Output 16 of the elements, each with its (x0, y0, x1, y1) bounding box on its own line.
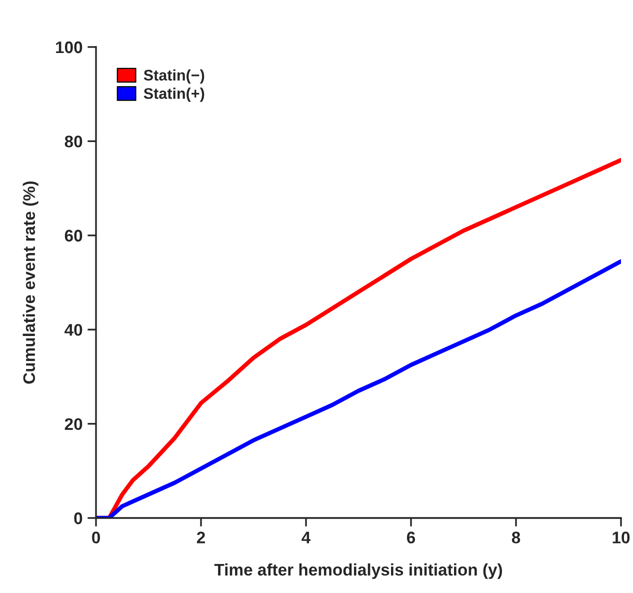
x-tick-label: 0 (92, 532, 100, 544)
legend-label: Statin(+) (144, 88, 204, 102)
y-axis-title: Cumulative event rate (%) (22, 181, 38, 384)
legend-label: Statin(−) (144, 69, 204, 84)
x-tick-label: 4 (302, 532, 311, 544)
y-tick-label: 40 (64, 324, 82, 336)
x-tick-label: 2 (196, 532, 205, 544)
x-tick-label: 10 (612, 532, 630, 544)
y-tick-label: 20 (64, 418, 82, 430)
y-tick-label: 60 (64, 230, 82, 242)
y-tick-label: 80 (64, 136, 82, 148)
x-tick-label: 8 (512, 532, 520, 544)
x-tick-label: 6 (406, 532, 416, 544)
y-tick-label: 0 (74, 512, 82, 524)
y-tick-label: 100 (56, 41, 82, 54)
x-axis-title: Time after hemodialysis initiation (y) (214, 563, 502, 579)
